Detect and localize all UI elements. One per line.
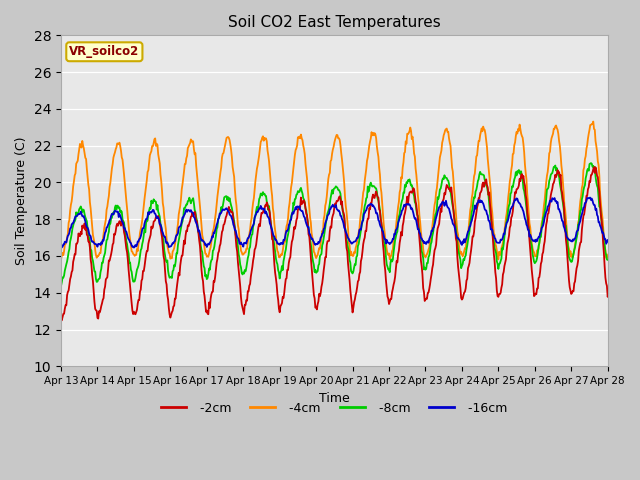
Title: Soil CO2 East Temperatures: Soil CO2 East Temperatures — [228, 15, 441, 30]
Text: VR_soilco2: VR_soilco2 — [69, 45, 140, 58]
Legend:  -2cm,  -4cm,  -8cm,  -16cm: -2cm, -4cm, -8cm, -16cm — [156, 396, 513, 420]
X-axis label: Time: Time — [319, 392, 349, 405]
Y-axis label: Soil Temperature (C): Soil Temperature (C) — [15, 137, 28, 265]
